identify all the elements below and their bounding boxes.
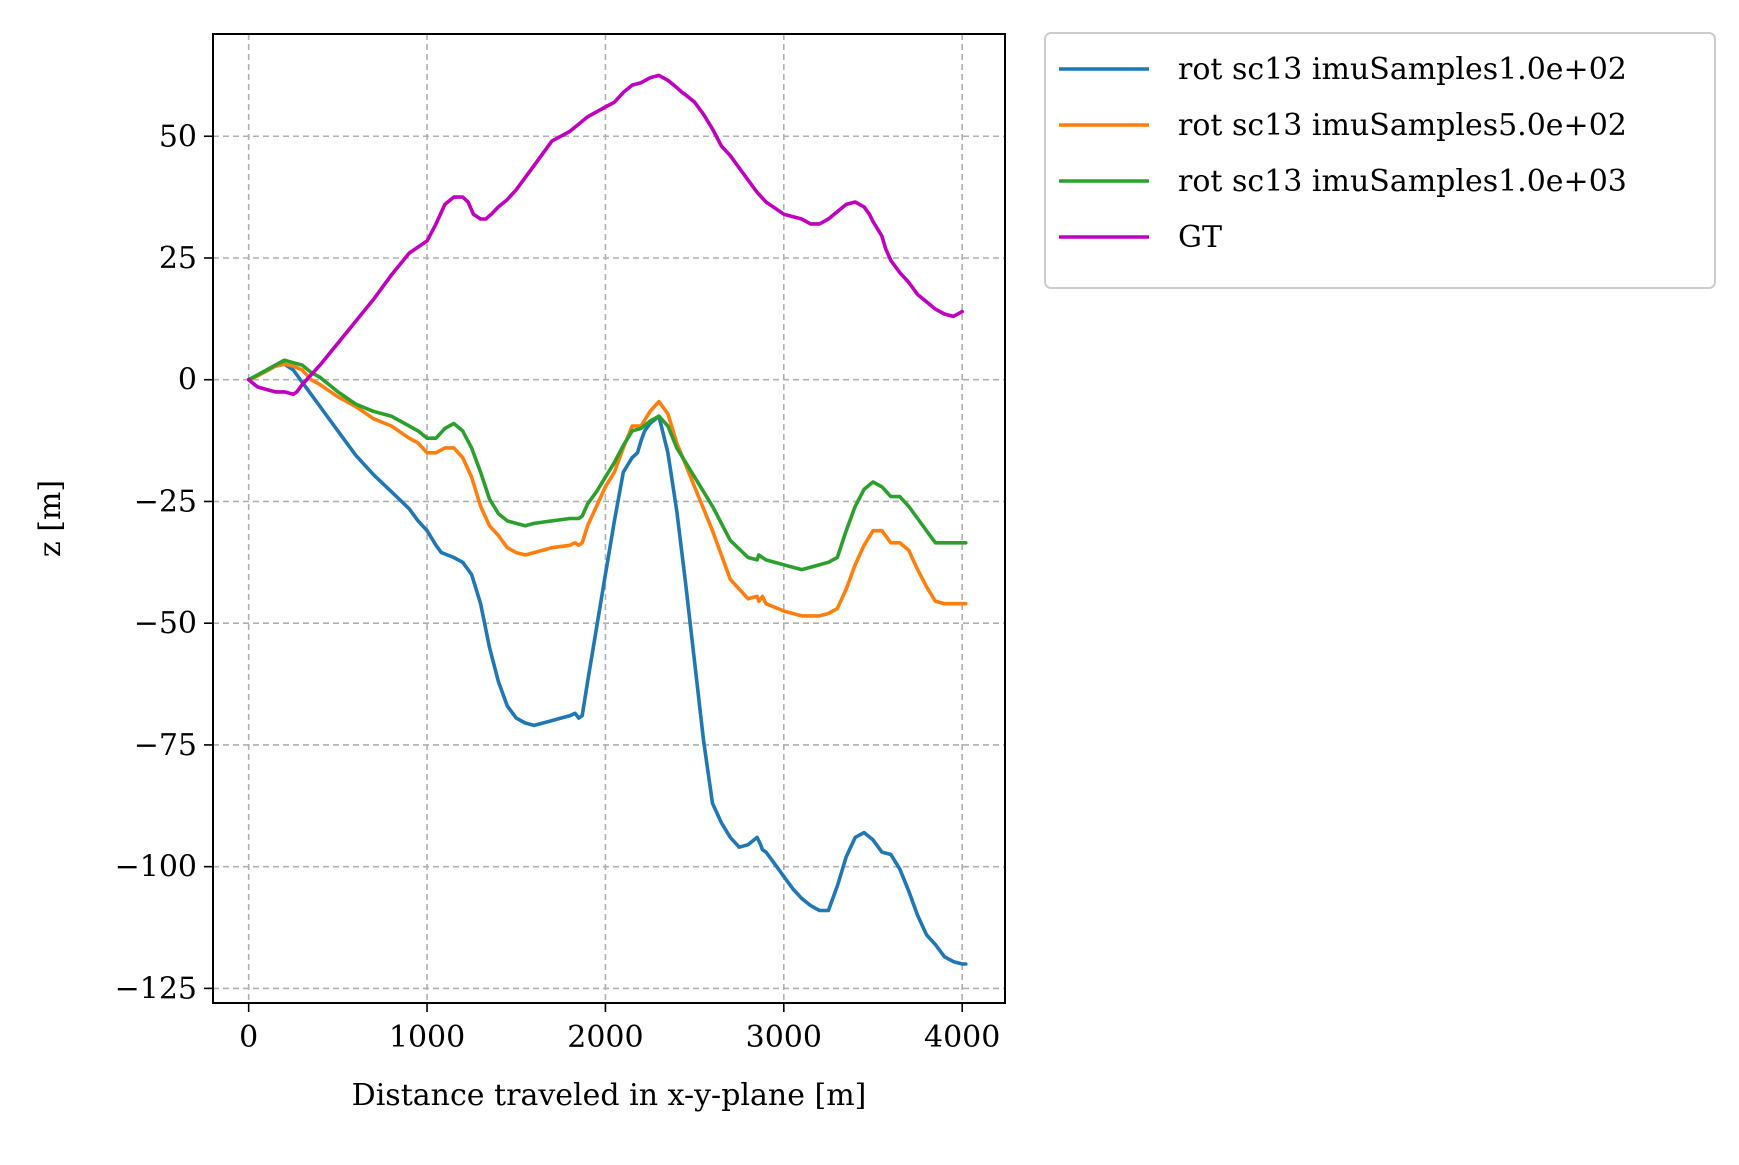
legend-label-2: rot sc13 imuSamples5.0e+02: [1178, 108, 1627, 143]
legend-label-3: rot sc13 imuSamples1.0e+03: [1178, 164, 1627, 199]
x-tick-label: 2000: [567, 1020, 643, 1055]
y-tick-label: 0: [178, 363, 197, 398]
axis-ticks: 0 1000 2000 3000 4000 50 25 0 −25 −50 −75 −100 −125: [115, 119, 1001, 1055]
x-tick-label: 3000: [746, 1020, 822, 1055]
x-tick-label: 0: [239, 1020, 258, 1055]
y-tick-label: 50: [159, 119, 197, 154]
legend: rot sc13 imuSamples1.0e+02 rot sc13 imuSa…: [1044, 32, 1716, 289]
y-tick-label: −125: [115, 971, 197, 1006]
series-line-4: [246, 73, 965, 397]
legend-label-1: rot sc13 imuSamples1.0e+02: [1178, 52, 1627, 87]
series-lines: [246, 73, 968, 966]
y-tick-label: −25: [134, 484, 197, 519]
y-tick-label: −50: [134, 606, 197, 641]
y-tick-label: 25: [159, 241, 197, 276]
legend-box: [1044, 32, 1716, 289]
series-line-1: [246, 362, 968, 966]
grid-lines: [213, 34, 1005, 1003]
x-tick-label: 4000: [924, 1020, 1000, 1055]
series-line-3: [246, 358, 968, 572]
y-axis-label: z [m]: [33, 480, 68, 557]
x-tick-label: 1000: [389, 1020, 465, 1055]
series-line-2: [246, 362, 968, 618]
legend-label-4: GT: [1178, 220, 1222, 255]
x-axis-label: Distance traveled in x-y-plane [m]: [352, 1078, 867, 1113]
plot-frame: [212, 33, 1006, 1004]
y-tick-label: −100: [115, 850, 197, 885]
y-tick-label: −75: [134, 728, 197, 763]
